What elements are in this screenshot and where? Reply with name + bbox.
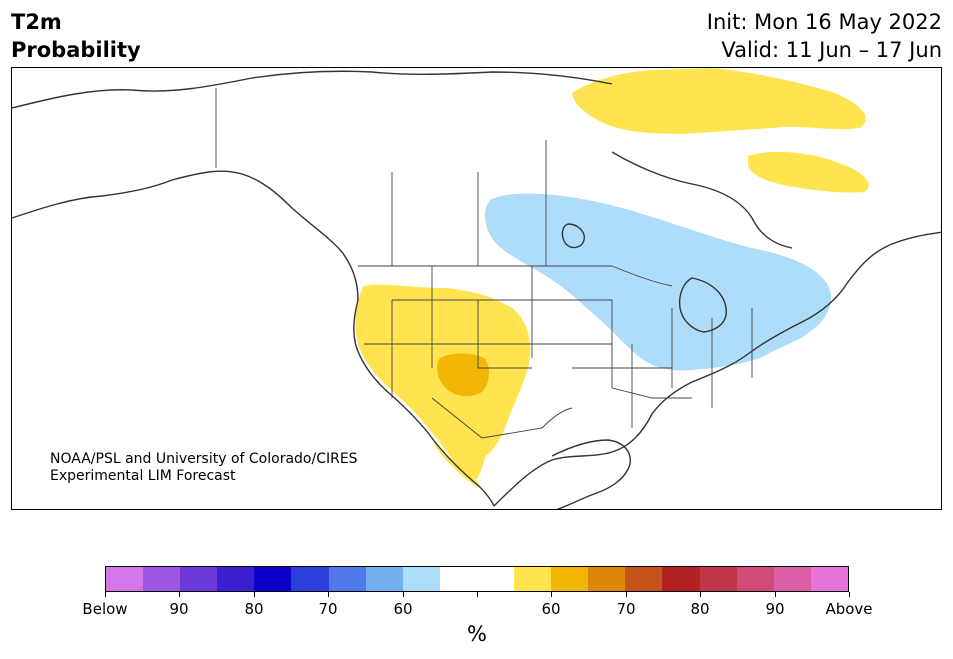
- colorbar-segment: [551, 567, 589, 591]
- colorbar-unit: %: [467, 622, 487, 646]
- colorbar-segment: [254, 567, 292, 591]
- colorbar-tick: [700, 592, 701, 597]
- colorbar-tick-label: 90: [765, 600, 785, 618]
- colorbar-tick: [551, 592, 552, 597]
- colorbar-tick-label: 70: [616, 600, 636, 618]
- colorbar-tick-label: 80: [690, 600, 710, 618]
- colorbar-segment: [588, 567, 626, 591]
- colorbar-tick: [254, 592, 255, 597]
- colorbar-segment: [365, 567, 403, 591]
- colorbar-tick: [105, 592, 106, 597]
- colorbar-segment: [476, 567, 515, 591]
- colorbar-segment: [106, 567, 144, 591]
- colorbar-segment: [810, 567, 848, 591]
- map-area: NOAA/PSL and University of Colorado/CIRE…: [11, 67, 942, 510]
- date-info: Init: Mon 16 May 2022 Valid: 11 Jun – 17…: [707, 8, 942, 64]
- colorbar-tick-label: 60: [393, 600, 413, 618]
- colorbar-segment: [439, 567, 477, 591]
- map-svg: [12, 68, 941, 509]
- coastlines: [12, 70, 941, 509]
- political-borders: [215, 88, 753, 439]
- colorbar-tick: [849, 592, 850, 597]
- colorbar-tick-label: 80: [244, 600, 264, 618]
- region-above-60-arctic: [572, 68, 866, 134]
- colorbar-segment: [402, 567, 440, 591]
- colorbar-tick: [403, 592, 404, 597]
- title-line-1: T2m: [11, 10, 62, 34]
- title-line-2: Probability: [11, 38, 141, 62]
- credit-text: NOAA/PSL and University of Colorado/CIRE…: [50, 451, 358, 485]
- colorbar-tick: [477, 592, 478, 597]
- colorbar-segment: [773, 567, 811, 591]
- colorbar-tick-label: Above: [825, 600, 873, 618]
- colorbar-segment: [662, 567, 700, 591]
- colorbar-tick-label: Below: [82, 600, 128, 618]
- colorbar: [105, 566, 849, 592]
- region-above-60-baja: [432, 440, 482, 488]
- colorbar-tick: [775, 592, 776, 597]
- colorbar-tick-label: 90: [169, 600, 189, 618]
- colorbar-tick-label: 70: [318, 600, 338, 618]
- colorbar-segment: [180, 567, 218, 591]
- region-above-70-southwest: [437, 353, 490, 397]
- map-title: T2m Probability: [11, 8, 141, 64]
- colorbar-segment: [143, 567, 181, 591]
- credit-line-2: Experimental LIM Forecast: [50, 468, 236, 484]
- colorbar-segment: [736, 567, 774, 591]
- valid-range: Valid: 11 Jun – 17 Jun: [721, 38, 942, 62]
- colorbar-segment: [514, 567, 552, 591]
- colorbar-tick-label: 60: [541, 600, 561, 618]
- colorbar-segment: [217, 567, 255, 591]
- region-above-60-hudson: [748, 151, 869, 193]
- colorbar-segment: [328, 567, 366, 591]
- colorbar-tick: [328, 592, 329, 597]
- init-date: Init: Mon 16 May 2022: [706, 10, 942, 34]
- colorbar-segment: [625, 567, 663, 591]
- colorbar-tick: [626, 592, 627, 597]
- colorbar-tick: [179, 592, 180, 597]
- colorbar-segment: [291, 567, 329, 591]
- credit-line-1: NOAA/PSL and University of Colorado/CIRE…: [50, 451, 358, 467]
- colorbar-segment: [699, 567, 737, 591]
